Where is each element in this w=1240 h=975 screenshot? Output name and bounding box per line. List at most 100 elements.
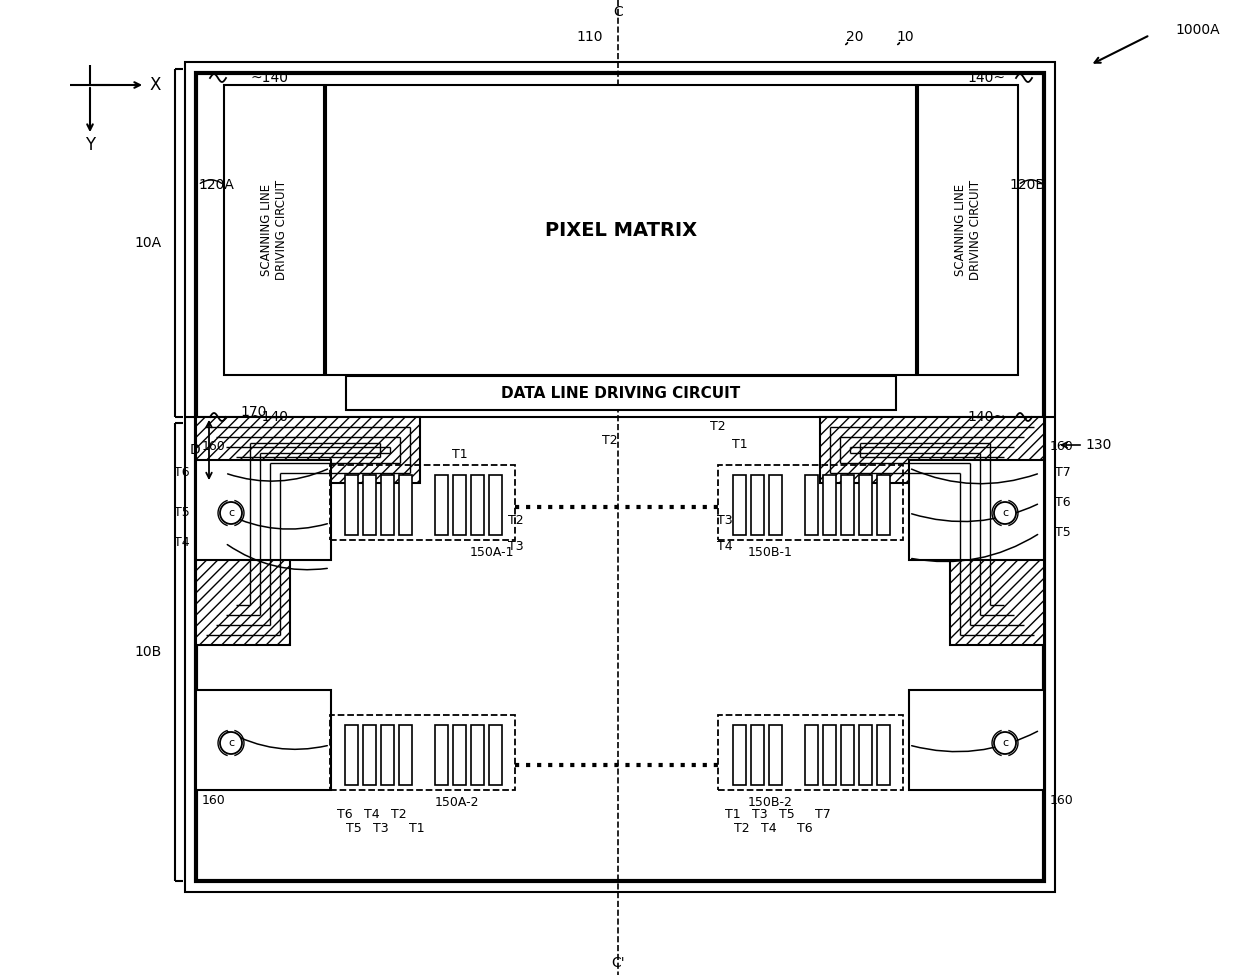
- Text: Y: Y: [84, 136, 95, 154]
- Text: ~140: ~140: [250, 410, 288, 424]
- Text: 160: 160: [202, 794, 226, 806]
- Circle shape: [994, 502, 1016, 524]
- Text: 1000A: 1000A: [1176, 23, 1220, 37]
- Bar: [489, 725, 502, 785]
- Bar: [769, 725, 782, 785]
- Bar: [909, 460, 1044, 560]
- Bar: [805, 725, 818, 785]
- Bar: [733, 725, 746, 785]
- Bar: [841, 475, 854, 535]
- Text: T4: T4: [718, 540, 733, 554]
- Text: C': C': [611, 956, 625, 970]
- Text: c: c: [1002, 738, 1008, 748]
- Text: 10B: 10B: [135, 645, 162, 659]
- Bar: [196, 460, 331, 560]
- Text: ~140: ~140: [250, 71, 288, 85]
- Text: T6: T6: [797, 822, 812, 835]
- Text: T1: T1: [732, 439, 748, 451]
- Bar: [909, 690, 1044, 790]
- Text: c: c: [1002, 508, 1008, 518]
- Bar: [363, 725, 376, 785]
- Circle shape: [219, 732, 242, 754]
- Text: T3: T3: [753, 808, 768, 822]
- Bar: [718, 715, 903, 790]
- Bar: [751, 725, 764, 785]
- Text: 160: 160: [202, 441, 226, 453]
- Text: SCANNING LINE
DRIVING CIRCUIT: SCANNING LINE DRIVING CIRCUIT: [954, 180, 982, 280]
- Bar: [489, 475, 502, 535]
- Bar: [471, 475, 484, 535]
- Bar: [823, 725, 836, 785]
- Text: T1: T1: [725, 808, 740, 822]
- Text: T3: T3: [718, 514, 733, 526]
- Text: c: c: [228, 738, 234, 748]
- Bar: [330, 465, 515, 540]
- Text: 160: 160: [1050, 794, 1074, 806]
- Text: 130: 130: [1085, 438, 1111, 452]
- Text: T3: T3: [508, 540, 523, 554]
- Bar: [733, 475, 746, 535]
- Text: 150B-2: 150B-2: [748, 797, 792, 809]
- Text: D: D: [190, 443, 200, 457]
- Text: T2: T2: [508, 514, 523, 526]
- Bar: [859, 725, 872, 785]
- Text: T1: T1: [453, 448, 467, 461]
- Bar: [805, 475, 818, 535]
- Text: T5: T5: [346, 822, 362, 835]
- Text: 20: 20: [846, 30, 864, 44]
- Bar: [326, 85, 916, 375]
- Bar: [471, 725, 484, 785]
- Bar: [841, 725, 854, 785]
- Bar: [823, 475, 836, 535]
- Text: T2: T2: [711, 420, 725, 434]
- Text: T5: T5: [175, 506, 190, 520]
- Text: T1: T1: [409, 822, 425, 835]
- Bar: [453, 475, 466, 535]
- Text: T6: T6: [337, 808, 353, 822]
- Bar: [381, 475, 394, 535]
- Bar: [718, 465, 903, 540]
- Bar: [859, 475, 872, 535]
- Bar: [918, 85, 1018, 375]
- Text: T5: T5: [779, 808, 795, 822]
- Bar: [877, 725, 890, 785]
- Text: 10: 10: [897, 30, 914, 44]
- Bar: [345, 475, 358, 535]
- Circle shape: [994, 732, 1016, 754]
- Text: T7: T7: [815, 808, 831, 822]
- Text: 110: 110: [577, 30, 603, 44]
- Bar: [435, 475, 448, 535]
- Text: 120B: 120B: [1009, 178, 1045, 192]
- Bar: [435, 725, 448, 785]
- Text: T7: T7: [1055, 466, 1071, 480]
- Bar: [769, 475, 782, 535]
- Bar: [196, 73, 1044, 881]
- Text: T4: T4: [365, 808, 379, 822]
- Text: T6: T6: [1055, 496, 1070, 510]
- Bar: [453, 725, 466, 785]
- Bar: [330, 715, 515, 790]
- Bar: [363, 475, 376, 535]
- Bar: [751, 475, 764, 535]
- Polygon shape: [820, 417, 1044, 645]
- Text: 150B-1: 150B-1: [748, 547, 792, 560]
- Text: T5: T5: [1055, 526, 1071, 539]
- Text: T2: T2: [734, 822, 750, 835]
- Bar: [345, 725, 358, 785]
- Bar: [399, 725, 412, 785]
- Text: 120A: 120A: [198, 178, 234, 192]
- Text: DATA LINE DRIVING CIRCUIT: DATA LINE DRIVING CIRCUIT: [501, 385, 740, 401]
- Text: 170: 170: [241, 405, 267, 419]
- Circle shape: [219, 502, 242, 524]
- Text: T2: T2: [391, 808, 407, 822]
- Bar: [877, 475, 890, 535]
- Bar: [381, 725, 394, 785]
- Text: T3: T3: [373, 822, 389, 835]
- Text: 140~: 140~: [967, 410, 1004, 424]
- Polygon shape: [196, 417, 420, 645]
- Text: 150A-2: 150A-2: [435, 797, 480, 809]
- Text: T6: T6: [175, 466, 190, 480]
- Text: SCANNING LINE
DRIVING CIRCUIT: SCANNING LINE DRIVING CIRCUIT: [260, 180, 288, 280]
- Text: 140~: 140~: [967, 71, 1004, 85]
- Bar: [346, 376, 897, 410]
